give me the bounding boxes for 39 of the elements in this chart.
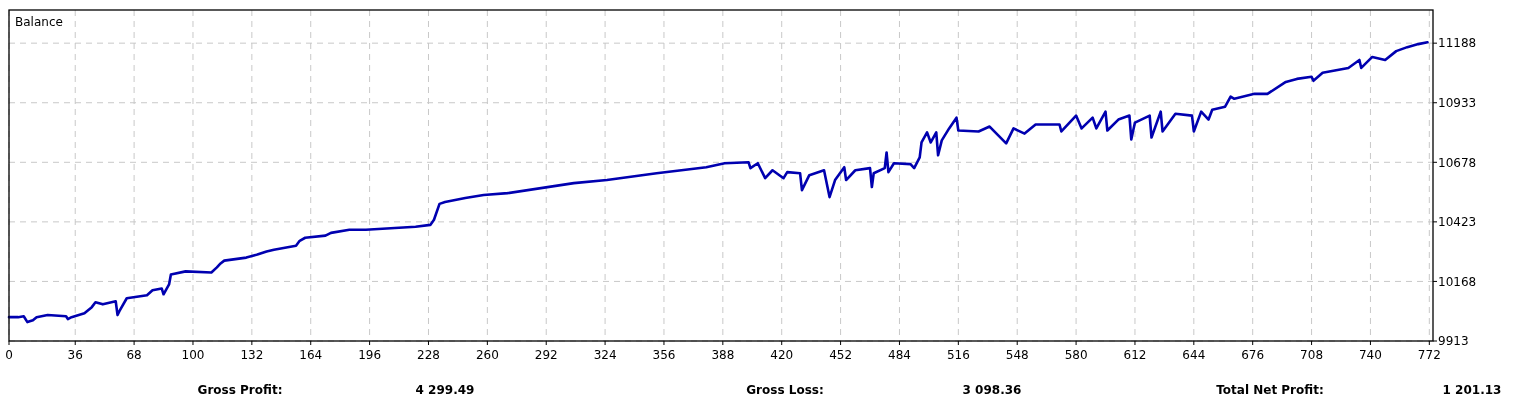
x-tick-label: 740 bbox=[1358, 348, 1382, 362]
x-tick-label: 100 bbox=[181, 348, 205, 362]
y-tick-label: 11188 bbox=[1438, 36, 1477, 51]
x-tick-label: 420 bbox=[770, 348, 794, 362]
text: Total Net Profit: bbox=[1216, 383, 1324, 397]
x-tick-label: 612 bbox=[1123, 348, 1147, 362]
x-tick-label: 452 bbox=[829, 348, 853, 362]
y-tick-label: 10678 bbox=[1438, 155, 1477, 170]
x-tick-label: 548 bbox=[1005, 348, 1029, 362]
x-tick-label: 164 bbox=[299, 348, 323, 362]
line-series bbox=[7, 40, 1429, 324]
x-tick-label: 676 bbox=[1241, 348, 1265, 362]
x-tick-label: 484 bbox=[888, 348, 911, 362]
x-tick-label: 36 bbox=[67, 348, 83, 362]
x-tick-label: 644 bbox=[1182, 348, 1206, 362]
x-tick-label: 580 bbox=[1064, 348, 1088, 362]
x-tick-label: 68 bbox=[126, 348, 142, 362]
text: Gross Profit: bbox=[197, 383, 283, 397]
text: 3 098.36 bbox=[962, 383, 1022, 397]
x-tick-label: 292 bbox=[534, 348, 558, 362]
chart-title: Balance bbox=[15, 15, 63, 29]
x-tick-label: 324 bbox=[593, 348, 617, 362]
x-tick-label: 516 bbox=[946, 348, 970, 362]
y-tick-label: 10423 bbox=[1438, 215, 1477, 230]
text: 1 201.13 bbox=[1442, 383, 1502, 397]
x-tick-label: 260 bbox=[475, 348, 499, 362]
x-tick-label: 132 bbox=[240, 348, 264, 362]
x-tick-label: 196 bbox=[358, 348, 382, 362]
text: Gross Loss: bbox=[746, 383, 824, 397]
x-tick-label: 356 bbox=[652, 348, 676, 362]
x-tick-label: 388 bbox=[711, 348, 735, 362]
x-tick-label: 0 bbox=[5, 348, 13, 362]
y-tick-label: 10933 bbox=[1438, 95, 1477, 110]
text: 4 299.49 bbox=[415, 383, 475, 397]
x-tick-label: 772 bbox=[1417, 348, 1441, 362]
y-tick-label: 9913 bbox=[1438, 334, 1469, 349]
y-tick-label: 10168 bbox=[1438, 274, 1477, 289]
x-tick-label: 708 bbox=[1300, 348, 1324, 362]
x-tick-label: 228 bbox=[417, 348, 440, 362]
